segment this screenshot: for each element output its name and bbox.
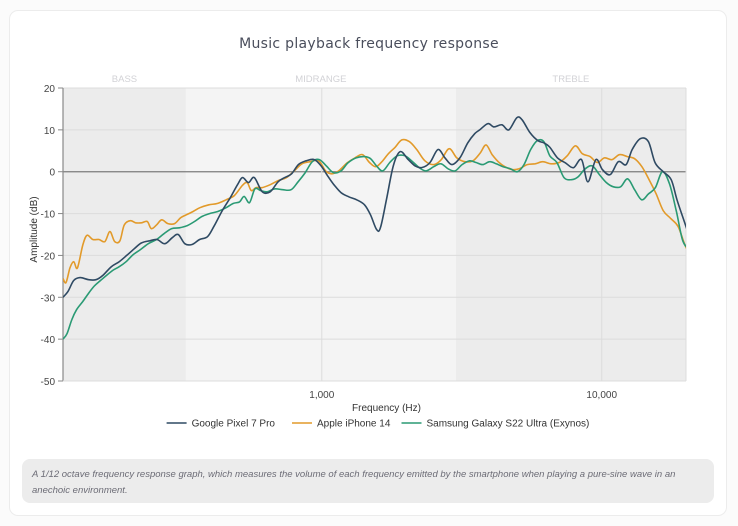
legend-label: Google Pixel 7 Pro: [192, 419, 276, 430]
chart-title: Music playback frequency response: [239, 36, 499, 52]
series-line-google-pixel-7-pro: [63, 116, 686, 298]
band-bass: [63, 88, 186, 381]
y-tick-label: -30: [41, 293, 56, 304]
x-tick-label: 10,000: [586, 390, 617, 401]
y-tick-label: -10: [41, 210, 56, 221]
band-midrange: [185, 88, 456, 381]
x-axis-label: Frequency (Hz): [352, 403, 421, 414]
band-label-treble: TREBLE: [552, 74, 589, 85]
band-label-midrange: MIDRANGE: [295, 74, 346, 85]
y-tick-label: 20: [44, 84, 56, 95]
y-tick-label: -20: [41, 251, 56, 262]
x-tick-label: 1,000: [309, 390, 334, 401]
legend-label: Samsung Galaxy S22 Ultra (Exynos): [427, 419, 590, 430]
legend-item-google-pixel-7-pro: Google Pixel 7 Pro: [166, 419, 276, 430]
y-tick-label: 0: [49, 168, 55, 179]
y-tick-label: 10: [44, 126, 56, 137]
y-tick-label: -50: [41, 377, 56, 388]
legend-item-samsung-galaxy-s22-ultra-exynos: Samsung Galaxy S22 Ultra (Exynos): [401, 419, 590, 430]
chart-caption: A 1/12 octave frequency response graph, …: [22, 459, 714, 503]
legend-label: Apple iPhone 14: [317, 419, 391, 430]
y-tick-label: -40: [41, 335, 56, 346]
band-treble: [455, 88, 686, 381]
band-label-bass: BASS: [112, 74, 137, 85]
legend-item-apple-iphone-14: Apple iPhone 14: [292, 419, 391, 430]
series-line-samsung-galaxy-s22-ultra-exynos: [63, 138, 686, 340]
y-axis-label: Amplitude (dB): [29, 196, 40, 262]
